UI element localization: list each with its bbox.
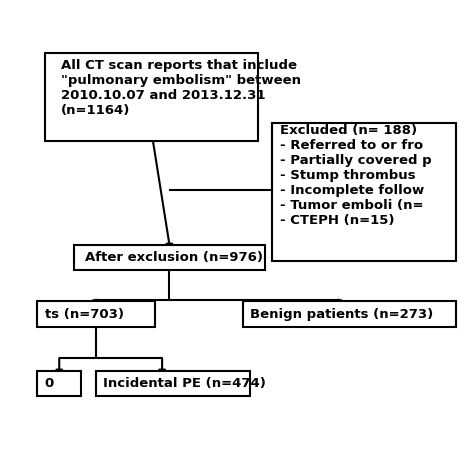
Text: Benign patients (n=273): Benign patients (n=273) (250, 308, 434, 321)
FancyBboxPatch shape (243, 301, 456, 327)
FancyBboxPatch shape (96, 371, 250, 396)
Text: Incidental PE (n=474): Incidental PE (n=474) (103, 377, 266, 390)
FancyBboxPatch shape (74, 245, 265, 270)
FancyBboxPatch shape (37, 301, 155, 327)
FancyBboxPatch shape (272, 123, 456, 261)
FancyBboxPatch shape (45, 53, 257, 141)
Text: All CT scan reports that include
"pulmonary embolism" between
2010.10.07 and 201: All CT scan reports that include "pulmon… (61, 59, 301, 117)
Text: 0: 0 (45, 377, 54, 390)
Text: Excluded (n= 188)
- Referred to or fro
- Partially covered p
- Stump thrombus
- : Excluded (n= 188) - Referred to or fro -… (280, 124, 431, 228)
Text: After exclusion (n=976): After exclusion (n=976) (85, 251, 263, 264)
Text: ts (n=703): ts (n=703) (45, 308, 124, 321)
FancyBboxPatch shape (37, 371, 82, 396)
